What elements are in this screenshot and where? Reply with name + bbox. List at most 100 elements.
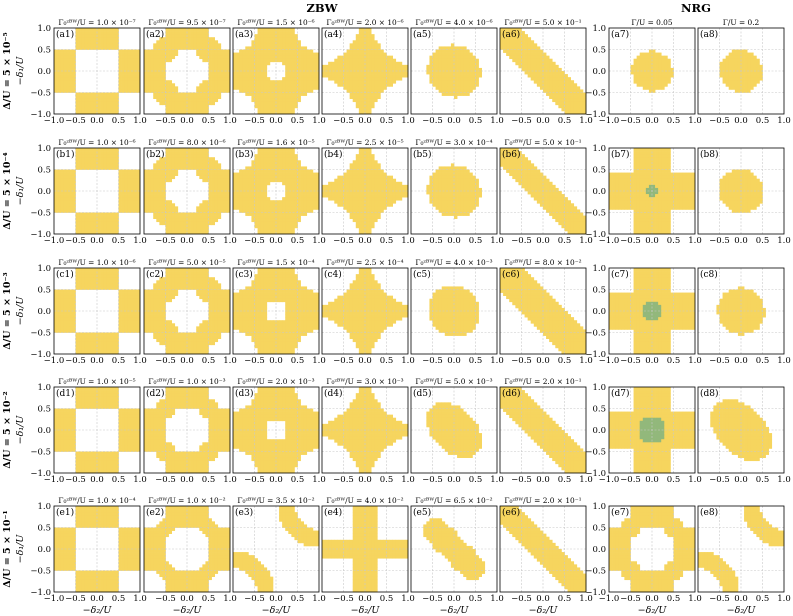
region-cell [236,52,240,56]
region-cell [371,197,375,201]
region-cell [272,58,277,63]
region-cell [276,55,280,60]
region-cell [288,191,292,195]
region-cell [349,187,354,192]
region-cell [300,67,304,72]
region-cell [294,83,298,87]
region-cell [358,34,363,38]
region-cell [78,148,82,152]
region-cell [475,194,479,198]
region-cell [294,221,298,226]
region-cell [567,95,571,99]
region-cell [187,107,191,112]
region-cell [737,52,742,56]
region-cell [460,83,464,87]
region-cell [472,67,476,72]
region-cell [303,77,308,81]
region-cell [288,160,292,164]
region-cell [208,197,212,201]
region-cell [282,52,286,56]
region-cell [429,184,433,189]
region-cell [226,89,231,93]
region-cell [266,166,271,170]
region-cell [365,98,369,103]
region-cell [368,148,372,152]
region-cell [371,187,375,192]
region-cell [190,110,194,115]
region-cell [374,197,378,201]
region-cell [337,64,341,69]
x-tick-label: −1.0 [44,236,65,246]
region-cell [291,227,295,232]
x-tick-label: 0.0 [645,116,659,126]
region-cell [300,83,304,87]
region-cell [208,206,212,210]
region-cell [159,215,163,219]
region-cell [257,92,261,96]
region-cell [346,80,350,84]
region-cell [515,166,519,170]
region-cell [127,200,132,204]
region-cell [220,74,225,78]
axes-frame [321,147,409,235]
region-cell [153,215,157,219]
region-cell [636,83,641,87]
region-cell [546,67,550,72]
region-cell [263,49,268,53]
axes-frame [697,27,785,115]
region-cell [90,212,95,216]
region-cell [374,203,378,207]
region-cell [168,37,172,41]
region-cell [725,83,730,87]
region-cell [734,52,739,56]
region-cell [546,86,550,90]
region-cell [567,110,571,115]
region-cell [242,80,246,84]
region-cell [130,89,135,93]
region-cell [438,172,443,176]
region-cell [162,166,166,170]
region-cell [233,172,237,176]
region-cell [633,71,637,75]
region-cell [133,77,138,81]
region-cell [205,209,209,213]
region-cell [636,64,641,69]
region-cell [177,218,182,223]
region-cell [147,86,151,90]
region-cell [109,46,113,50]
region-cell [380,172,384,176]
region-cell [254,101,258,106]
region-cell [380,74,384,78]
region-cell [518,49,522,53]
region-cell [57,178,61,183]
region-cell [371,95,375,99]
region-cell [447,80,452,84]
region-cell [297,187,301,192]
region-cell [162,89,166,93]
region-cell [291,194,295,198]
region-cell [343,67,347,72]
region-cell [325,191,329,195]
region-cell [515,55,519,60]
region-cell [174,92,179,96]
region-cell [358,178,363,183]
region-cell [288,86,292,90]
region-cell [728,83,733,87]
panel-a4: (a4)Γ₀ᶻᴮᵂ/U = 2.0 × 10⁻⁶−0.5 0.0 0.5 1.0 [321,18,415,126]
region-cell [352,200,357,204]
region-cell [509,37,513,41]
region-cell [193,157,197,161]
region-cell [380,89,384,93]
region-cell [395,74,400,78]
region-cell [115,40,119,44]
region-cell [312,61,317,66]
region-cell [159,92,163,96]
region-cell [245,166,249,170]
region-cell [245,197,249,201]
region-cell [115,37,119,41]
region-cell [272,203,277,207]
region-cell [371,52,375,56]
x-tick-label: −0.5 [155,116,176,126]
region-cell [460,58,464,63]
region-cell [549,92,553,96]
